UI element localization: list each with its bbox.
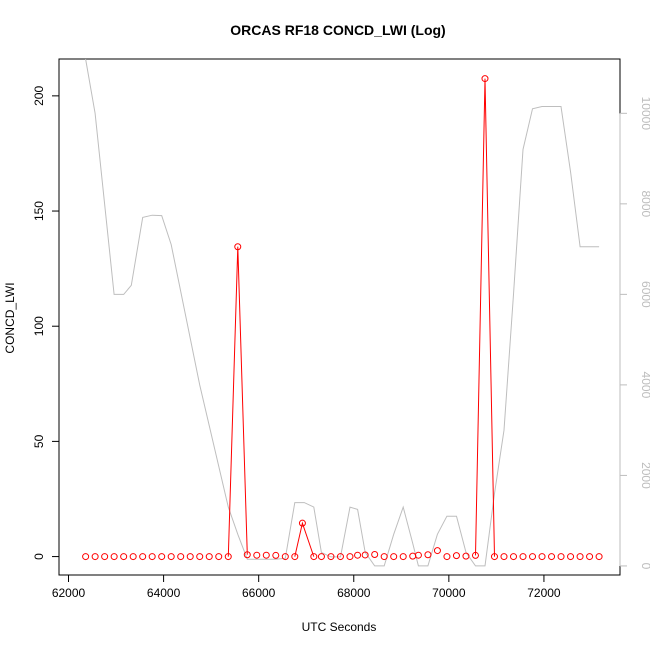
y-tick-label: 150: [32, 201, 46, 221]
series-red-point: [298, 519, 306, 527]
series-red: [82, 75, 603, 561]
y-tick-label: 50: [32, 434, 46, 448]
series-red-point: [481, 75, 489, 83]
series-red-point: [399, 553, 407, 561]
series-red-point: [576, 553, 584, 561]
series-red-point: [101, 553, 109, 561]
y2-tick-label: 4000: [639, 372, 650, 399]
y2-tick-label: 0: [639, 563, 650, 570]
series-red-point: [390, 553, 398, 561]
series-red-point: [500, 553, 508, 561]
series-red-point: [327, 553, 335, 561]
series-red-point: [361, 551, 369, 559]
series-red-point: [414, 551, 422, 559]
series-red-point: [557, 553, 565, 561]
series-red-point: [424, 551, 432, 559]
y-tick-label: 0: [32, 553, 46, 560]
series-red-point: [262, 551, 270, 559]
series-red-point: [196, 553, 204, 561]
x-tick-label: 68000: [337, 586, 371, 600]
series-gray: [85, 58, 600, 567]
series-red-point: [510, 553, 518, 561]
x-tick-label: 64000: [147, 586, 181, 600]
series-gray-line: [85, 58, 600, 567]
series-red-point: [186, 553, 194, 561]
series-red-point: [471, 551, 479, 559]
y2-tick-label: 10000: [639, 97, 650, 131]
x-axis-label: UTC Seconds: [302, 620, 377, 634]
series-red-point: [433, 547, 441, 555]
x-tick-label: 70000: [432, 586, 466, 600]
chart-title: ORCAS RF18 CONCD_LWI (Log): [230, 22, 445, 38]
series-red-point: [91, 553, 99, 561]
series-red-point: [346, 553, 354, 561]
series-red-point: [529, 553, 537, 561]
series-red-point: [82, 553, 90, 561]
series-red-point: [272, 551, 280, 559]
x-axis: 62000 64000 66000 68000 70000 72000: [52, 574, 561, 600]
series-red-point: [380, 553, 388, 561]
series-red-line: [227, 246, 248, 557]
series-red-line: [475, 78, 495, 557]
y2-axis: 0 2000 4000 6000 8000 10000: [619, 97, 650, 570]
series-red-point: [139, 553, 147, 561]
series-red-point: [243, 551, 251, 559]
y-axis: 0 50 100 150 200: [32, 86, 60, 560]
series-red-point: [234, 243, 242, 251]
series-red-point: [167, 553, 175, 561]
y2-tick-label: 6000: [639, 281, 650, 308]
y-axis-label: CONCD_LWI: [3, 282, 17, 353]
series-red-point: [586, 553, 594, 561]
x-tick-label: 66000: [242, 586, 276, 600]
series-red-point: [291, 553, 299, 561]
series-red-point: [205, 553, 213, 561]
series-red-point: [548, 553, 556, 561]
series-red-point: [110, 553, 118, 561]
series-red-point: [253, 551, 261, 559]
series-red-point: [490, 553, 498, 561]
series-red-point: [120, 553, 128, 561]
x-tick-label: 62000: [52, 586, 86, 600]
y-tick-label: 100: [32, 316, 46, 336]
series-red-point: [281, 553, 289, 561]
series-red-point: [538, 553, 546, 561]
series-red-point: [148, 553, 156, 561]
y2-tick-label: 8000: [639, 190, 650, 217]
y-tick-label: 200: [32, 86, 46, 106]
series-red-line: [294, 521, 315, 557]
y2-tick-label: 2000: [639, 462, 650, 489]
series-red-point: [215, 553, 223, 561]
series-red-point: [595, 553, 603, 561]
series-red-point: [462, 552, 470, 560]
series-red-point: [129, 553, 137, 561]
series-red-point: [158, 553, 166, 561]
series-red-point: [443, 553, 451, 561]
series-red-point: [452, 552, 460, 560]
series-red-point: [519, 553, 527, 561]
series-red-point: [310, 553, 318, 561]
series-red-point: [224, 553, 232, 561]
series-red-point: [567, 553, 575, 561]
series-red-point: [354, 551, 362, 559]
series-red-point: [336, 553, 344, 561]
series-red-point: [177, 553, 185, 561]
series-red-point: [371, 550, 379, 558]
x-tick-label: 72000: [527, 586, 561, 600]
series-red-point: [317, 553, 325, 561]
